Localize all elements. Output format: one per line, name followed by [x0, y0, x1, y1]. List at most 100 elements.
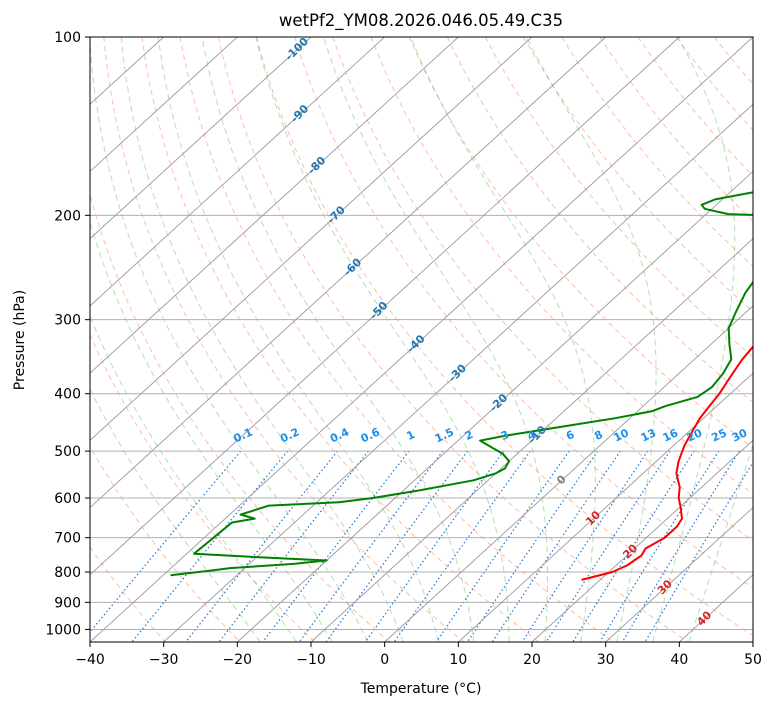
dry-adiabat-line: [332, 37, 753, 542]
dry-adiabat-line: [141, 37, 540, 642]
moist-adiabat-line: [120, 37, 404, 642]
mixing-ratio-label: 6: [564, 428, 577, 443]
isotherm-line: [531, 439, 753, 642]
mixing-ratio-label: 8: [592, 428, 604, 443]
mixing-ratio-line: [521, 450, 649, 642]
isotherm-line: [90, 37, 312, 240]
isotherm-line: [90, 37, 385, 307]
isotherm-line: [237, 170, 753, 642]
moist-adiabat-line: [90, 37, 369, 642]
dry-adiabat-line: [294, 37, 753, 589]
dry-adiabat-line: [752, 37, 753, 39]
dry-adiabat-line: [484, 37, 753, 358]
moist-adiabat-line: [90, 388, 261, 642]
dry-adiabat-line: [217, 37, 689, 642]
background-lines: [90, 37, 753, 642]
mixing-ratio-line: [90, 450, 242, 633]
dry-adiabat-line: [90, 445, 241, 642]
x-tick-label: −30: [149, 652, 179, 668]
mixing-ratio-line: [466, 450, 599, 642]
mixing-ratio-label: 16: [661, 426, 681, 444]
y-tick-label: 1000: [45, 622, 81, 638]
moist-adiabat-line: [323, 37, 548, 642]
x-tick-label: 10: [449, 652, 467, 668]
isotherm-line: [458, 372, 753, 642]
isotherm-line: [163, 103, 753, 642]
moist-adiabat-line: [652, 37, 736, 642]
moist-adiabat-line: [90, 220, 333, 642]
dry-adiabat-line: [714, 37, 753, 86]
isotherm-line: [752, 641, 753, 642]
dry-adiabat-line: [561, 37, 753, 267]
moist-adiabat-line: [410, 37, 596, 642]
x-tick-label: 20: [523, 652, 541, 668]
moist-adiabat-line: [688, 443, 753, 642]
dewpoint-profile-line: [170, 191, 753, 577]
mixing-ratio-line: [393, 450, 531, 642]
mixing-ratio-label: 0.4: [328, 425, 351, 445]
mixing-ratio-line: [325, 450, 468, 642]
mixing-ratio-label: 25: [709, 426, 728, 444]
chart-title: wetPf2_YM08.2026.046.05.49.C35: [279, 11, 563, 31]
mixing-ratio-label: 0.1: [232, 425, 255, 445]
moist-adiabat-line: [525, 37, 657, 642]
x-tick-label: −40: [75, 652, 105, 668]
x-tick-label: 30: [597, 652, 615, 668]
isotherm-line: [90, 37, 753, 642]
moist-adiabat-line: [90, 314, 297, 642]
mixing-ratio-label: 0.6: [359, 425, 382, 445]
y-tick-label: 200: [54, 208, 81, 224]
dry-adiabat-line: [90, 333, 316, 642]
dry-adiabat-line: [256, 37, 753, 637]
isotherm-line: [90, 37, 459, 374]
mixing-ratio-label: 30: [730, 426, 750, 444]
mixing-ratio-label: 2: [463, 428, 475, 443]
mixing-ratio-line: [298, 450, 444, 642]
mixing-ratio-line: [185, 450, 339, 642]
dry-adiabat-line: [90, 192, 390, 642]
y-tick-label: 400: [54, 387, 81, 403]
moist-adiabat-line: [157, 37, 439, 642]
dry-adiabat-line: [103, 37, 465, 642]
isotherm-line: [90, 37, 533, 441]
moist-adiabat-line: [201, 37, 475, 642]
dry-adiabat-line: [179, 37, 614, 642]
x-tick-label: 50: [744, 652, 762, 668]
line-labels: -100-90-80-70-60-50-40-30-20-10010203040…: [232, 35, 750, 629]
y-tick-label: 600: [54, 491, 81, 507]
dry-adiabat-line: [370, 37, 753, 495]
x-tick-label: −10: [296, 652, 326, 668]
series-layer: [170, 191, 753, 581]
y-tick-label: 700: [54, 531, 81, 547]
mixing-ratio-label: 0.2: [278, 425, 301, 445]
x-axis-label: Temperature (°C): [360, 681, 482, 697]
y-tick-label: 500: [54, 444, 81, 460]
x-tick-label: 40: [670, 652, 688, 668]
y-tick-label: 900: [54, 595, 81, 611]
isotherm-line: [384, 305, 753, 642]
mixing-ratio-label: 20: [685, 426, 705, 444]
dry-adiabat-line: [523, 37, 753, 313]
y-tick-label: 100: [54, 30, 81, 46]
isotherm-line: [90, 37, 606, 509]
isotherm-label: -100: [283, 35, 312, 64]
temperature-profile-line: [581, 345, 753, 581]
plot-frame: [89, 36, 754, 643]
isotherm-line: [90, 37, 238, 173]
isotherm-line: [605, 506, 753, 642]
dry-adiabat-line: [637, 37, 753, 177]
mixing-ratio-label: 10: [612, 426, 632, 444]
mixing-ratio-line: [599, 450, 720, 642]
isotherm-line: [310, 238, 753, 642]
moist-adiabat-line: [255, 37, 510, 642]
mixing-ratio-line: [364, 450, 505, 642]
axis-ticks: −40 −30 −20 −10 0 10 20 30 40 5010020030040050060…: [45, 30, 762, 668]
y-tick-label: 800: [54, 565, 81, 581]
y-axis-label: Pressure (hPa): [12, 290, 28, 390]
mixing-ratio-line: [131, 450, 289, 642]
mixing-ratio-line: [621, 450, 740, 642]
mixing-ratio-label: 13: [639, 426, 658, 444]
y-tick-label: 300: [54, 313, 81, 329]
mixing-ratio-line: [218, 450, 369, 642]
